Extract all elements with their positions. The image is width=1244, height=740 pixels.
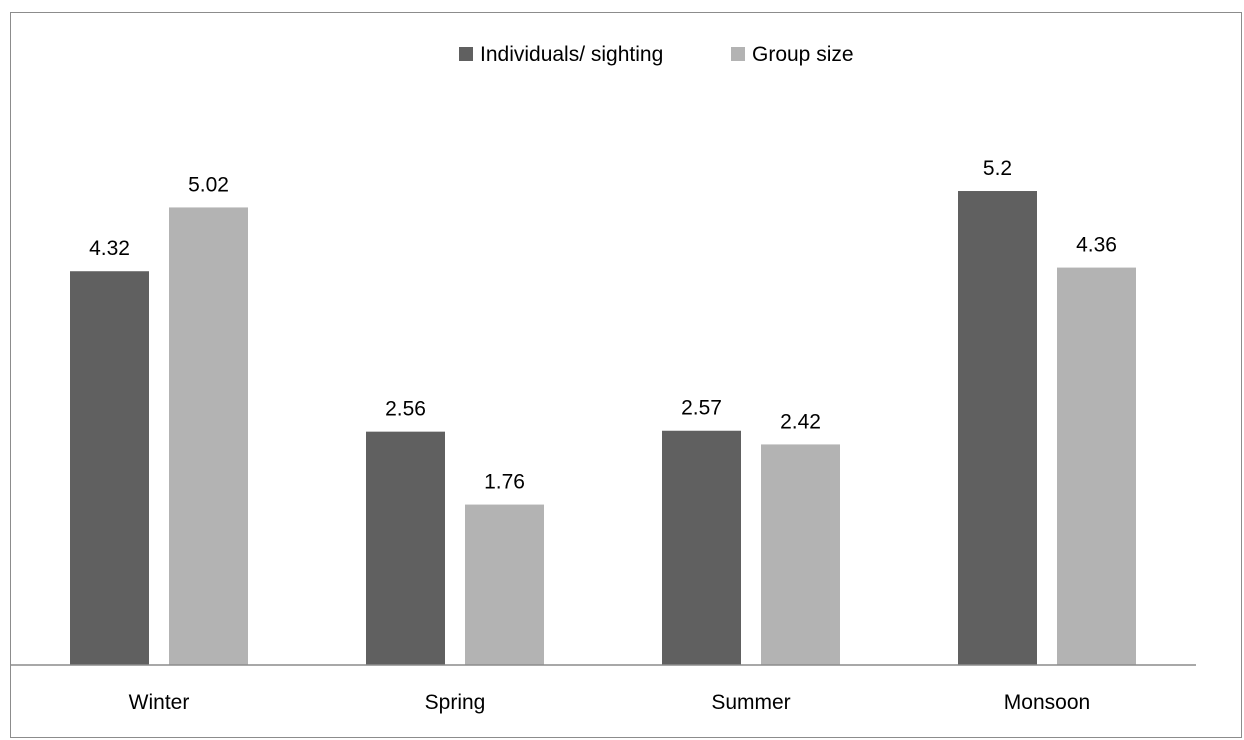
data-label-summer-series-2: 2.42: [780, 410, 821, 433]
data-label-winter-series-1: 4.32: [89, 237, 130, 260]
legend-label-series-2: Group size: [752, 43, 854, 66]
data-label-spring-series-1: 2.56: [385, 398, 426, 421]
data-label-winter-series-2: 5.02: [188, 173, 229, 196]
x-tick-label-monsoon: Monsoon: [1004, 691, 1090, 714]
bar-monsoon-series-1: [958, 191, 1037, 665]
data-labels: 4.32 5.02 2.56 1.76 2.57 2.42 5.2 4.36: [89, 157, 1117, 494]
bar-summer-series-2: [761, 444, 840, 665]
bar-winter-series-1: [70, 271, 149, 665]
bar-summer-series-1: [662, 430, 741, 665]
bar-spring-series-1: [366, 431, 445, 665]
data-label-summer-series-1: 2.57: [681, 397, 722, 420]
legend: Individuals/ sighting Group size: [459, 43, 854, 66]
legend-swatch-series-2: [731, 47, 745, 61]
x-tick-label-summer: Summer: [711, 691, 790, 714]
legend-label-series-1: Individuals/ sighting: [480, 43, 663, 66]
x-tick-label-spring: Spring: [425, 691, 486, 714]
bar-spring-series-2: [465, 504, 544, 665]
data-label-monsoon-series-2: 4.36: [1076, 234, 1117, 257]
legend-swatch-series-1: [459, 47, 473, 61]
bar-winter-series-2: [169, 207, 248, 665]
data-label-monsoon-series-1: 5.2: [983, 157, 1012, 180]
bar-monsoon-series-2: [1057, 267, 1136, 665]
x-tick-label-winter: Winter: [129, 691, 190, 714]
data-label-spring-series-2: 1.76: [484, 471, 525, 494]
bars: [70, 191, 1136, 665]
x-tick-labels: Winter Spring Summer Monsoon: [129, 691, 1091, 714]
